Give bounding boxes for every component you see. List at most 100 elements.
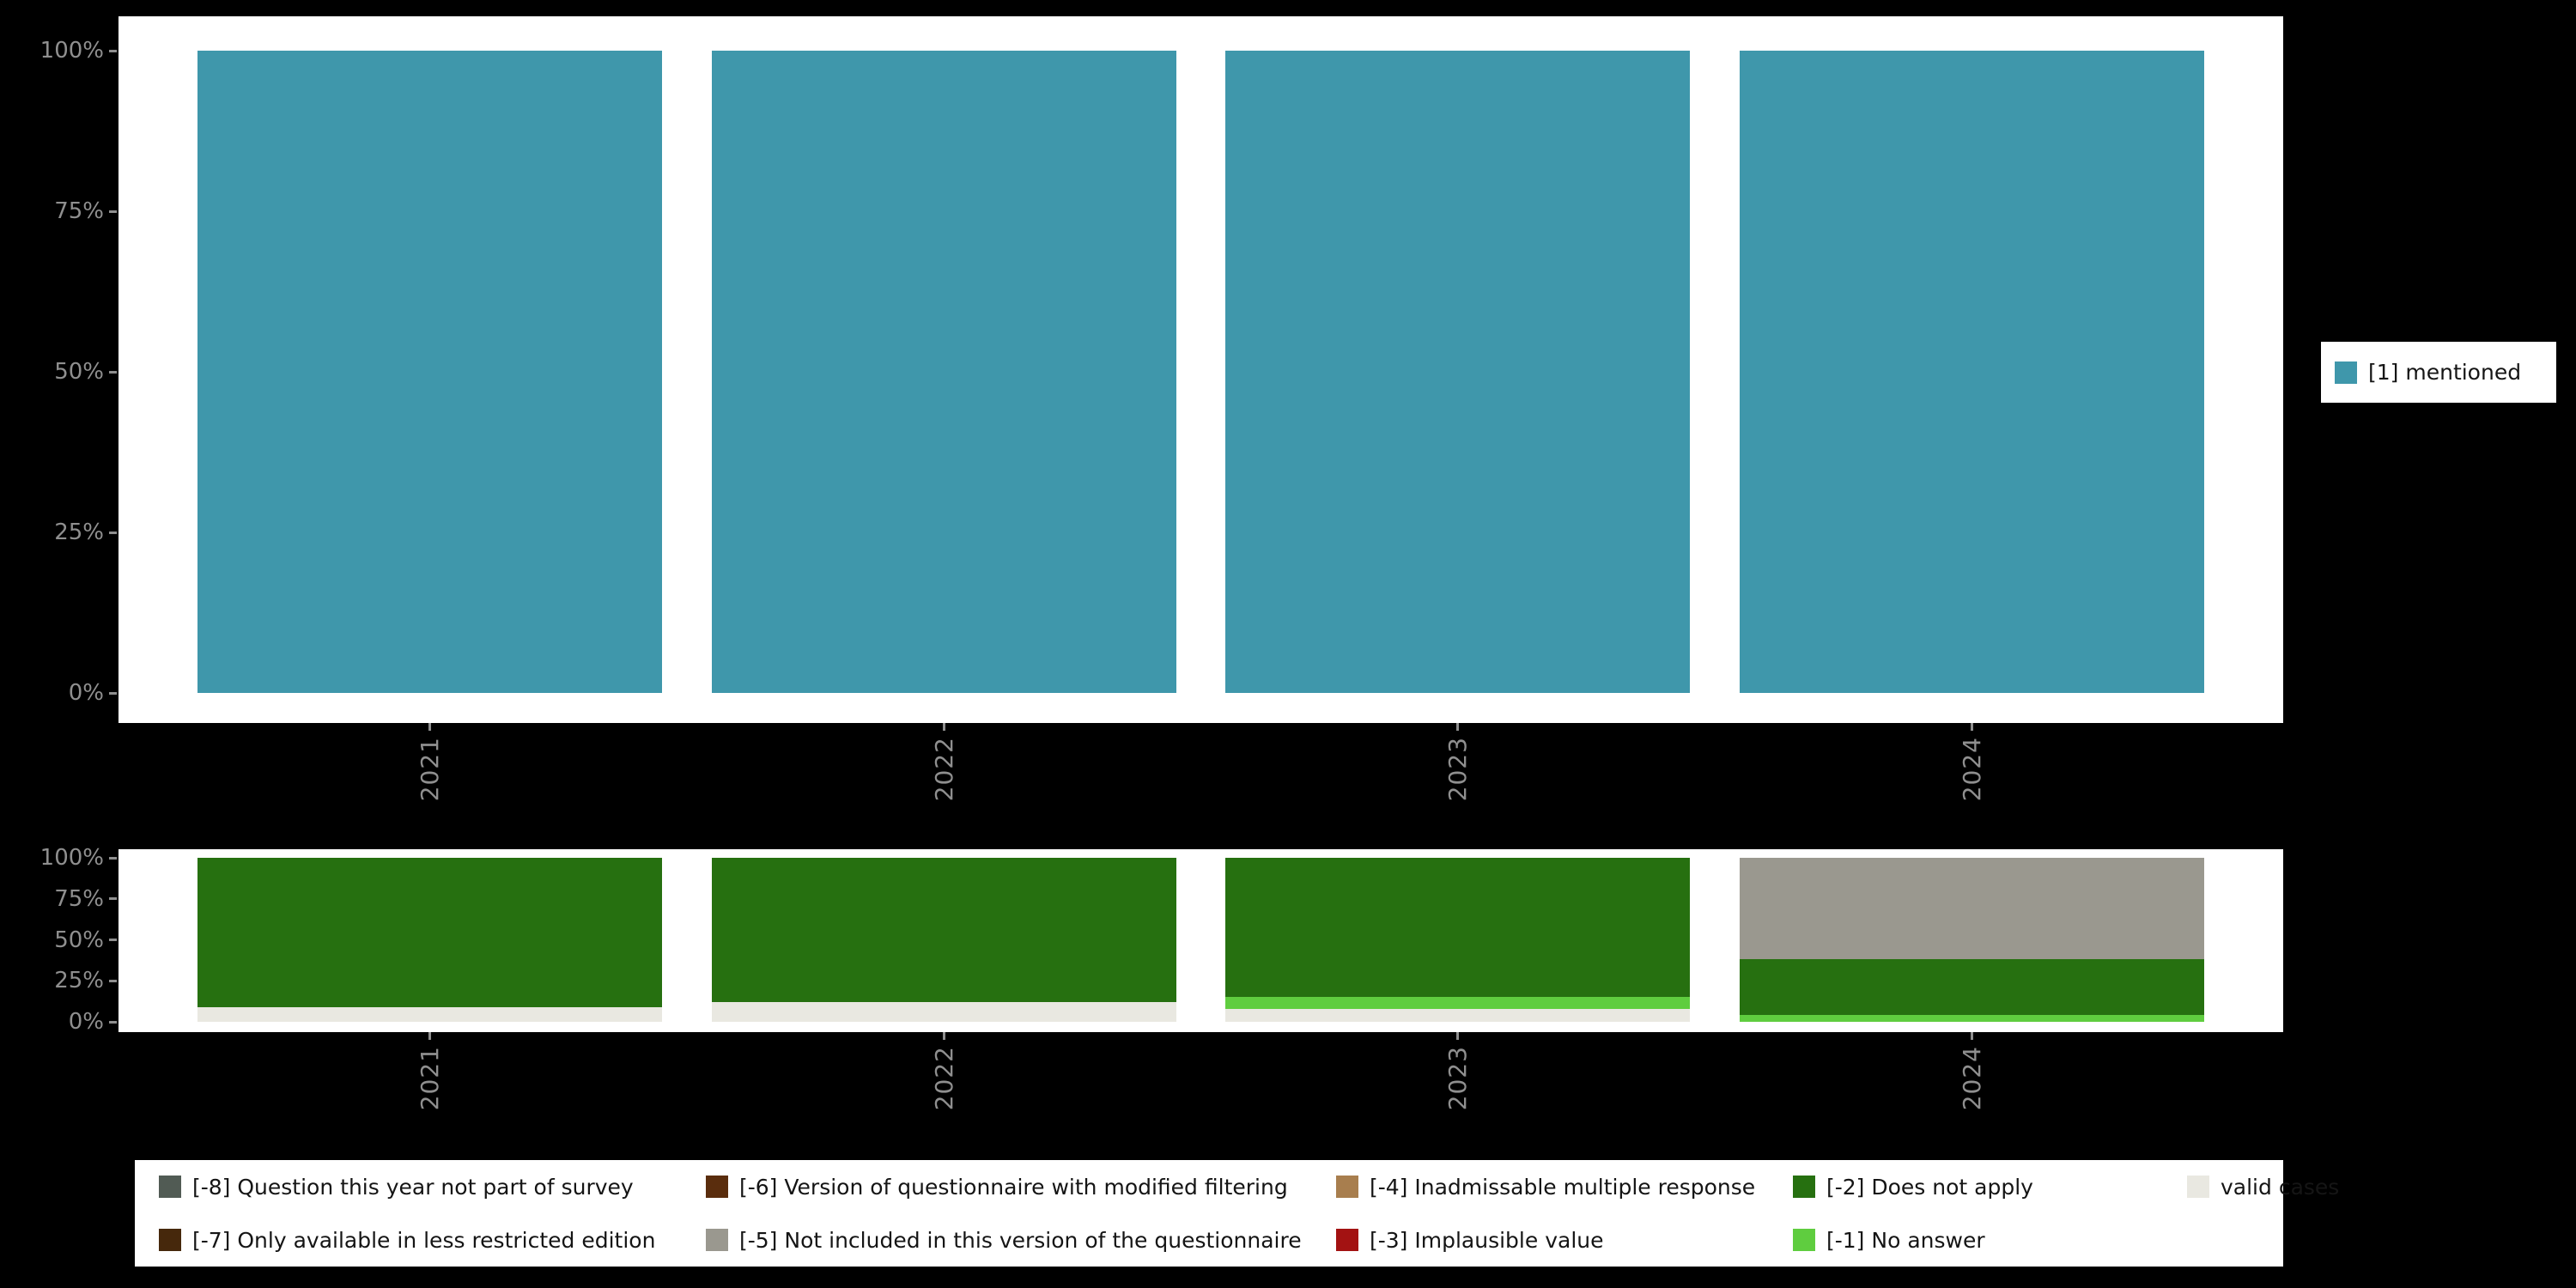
y-tick-mark xyxy=(109,210,117,213)
y-tick-mark xyxy=(109,856,117,860)
legend-item: [-4] Inadmissable multiple response xyxy=(1336,1175,1793,1200)
legend-swatch xyxy=(706,1229,728,1251)
x-tick: 2021 xyxy=(197,723,662,801)
y-axis-label: 75% xyxy=(54,885,104,912)
x-tick: 2024 xyxy=(1740,1032,2204,1110)
y-axis-label: 75% xyxy=(54,198,104,224)
x-tick-mark xyxy=(1456,1032,1460,1040)
y-tick: 75% xyxy=(9,884,117,914)
bar-segment xyxy=(1225,997,1691,1009)
x-tick-mark xyxy=(1970,1032,1973,1040)
bar-2021 xyxy=(197,51,662,693)
bar-segment xyxy=(1739,51,2204,693)
y-tick: 75% xyxy=(9,196,117,227)
missing-values-chart-panel xyxy=(118,849,2283,1032)
bar-segment xyxy=(711,858,1176,1003)
y-tick-mark xyxy=(109,49,117,52)
x-tick: 2023 xyxy=(1225,723,1690,801)
y-tick: 100% xyxy=(9,35,117,66)
legend-swatch xyxy=(1336,1229,1358,1251)
x-tick: 2022 xyxy=(712,723,1176,801)
legend-label: [-8] Question this year not part of surv… xyxy=(192,1174,634,1200)
bar-segment xyxy=(197,1006,662,1022)
y-tick: 0% xyxy=(9,1006,117,1037)
y-axis-label: 100% xyxy=(39,38,104,64)
y-tick: 50% xyxy=(9,925,117,956)
x-axis-label: 2023 xyxy=(1443,1046,1473,1111)
y-tick: 25% xyxy=(9,517,117,548)
bar-2023 xyxy=(1225,51,1691,693)
bar-2024 xyxy=(1739,858,2204,1022)
legend-label: [-5] Not included in this version of the… xyxy=(739,1227,1302,1253)
legend-item: [-3] Implausible value xyxy=(1336,1228,1793,1253)
x-axis-label: 2022 xyxy=(929,1046,958,1111)
legend-swatch xyxy=(159,1229,181,1251)
bar-segment xyxy=(1739,1015,2204,1022)
x-tick: 2023 xyxy=(1225,1032,1690,1110)
legend-swatch xyxy=(1793,1176,1815,1198)
legend-item: valid cases xyxy=(2187,1175,2339,1200)
y-tick-mark xyxy=(109,897,117,901)
x-tick-mark xyxy=(942,723,945,731)
y-tick-mark xyxy=(109,1020,117,1024)
bar-segment xyxy=(1225,51,1691,693)
bar-segment xyxy=(711,1002,1176,1022)
y-tick: 25% xyxy=(9,965,117,996)
legend-swatch xyxy=(706,1176,728,1198)
missing-values-legend: [-8] Question this year not part of surv… xyxy=(135,1160,2339,1267)
y-tick-mark xyxy=(109,979,117,982)
bar-segment xyxy=(197,51,662,693)
legend-item: [-6] Version of questionnaire with modif… xyxy=(706,1175,1336,1200)
bar-2022 xyxy=(711,858,1176,1022)
y-axis-label: 25% xyxy=(54,968,104,994)
legend-item: [-1] No answer xyxy=(1793,1228,2187,1253)
x-tick-mark xyxy=(428,723,431,731)
legend-item: [-5] Not included in this version of the… xyxy=(706,1228,1336,1253)
bar-segment xyxy=(1225,858,1691,998)
y-tick: 50% xyxy=(9,356,117,387)
x-tick: 2024 xyxy=(1740,723,2204,801)
y-axis-label: 50% xyxy=(54,927,104,953)
x-axis-label: 2024 xyxy=(1957,737,1986,802)
bar-segment xyxy=(1225,1008,1691,1022)
legend-item: [-7] Only available in less restricted e… xyxy=(159,1228,706,1253)
y-tick-mark xyxy=(109,370,117,374)
missing-values-chart-y-axis: 100% 75% 50% 25% 0% xyxy=(9,842,117,1037)
x-tick: 2022 xyxy=(712,1032,1176,1110)
missing-values-chart-x-axis: 2021 2022 2023 2024 xyxy=(197,1032,2204,1110)
x-tick: 2021 xyxy=(197,1032,662,1110)
bar-2024 xyxy=(1739,51,2204,693)
legend-swatch xyxy=(1336,1176,1358,1198)
x-axis-label: 2021 xyxy=(416,1046,444,1111)
legend-swatch xyxy=(2335,361,2357,384)
legend-swatch xyxy=(1793,1229,1815,1251)
legend-swatch xyxy=(159,1176,181,1198)
y-tick: 100% xyxy=(9,842,117,873)
legend-label: [-7] Only available in less restricted e… xyxy=(192,1227,656,1253)
legend-label: [-1] No answer xyxy=(1826,1227,1985,1253)
legend-label: [-6] Version of questionnaire with modif… xyxy=(739,1174,1288,1200)
x-axis-label: 2022 xyxy=(929,737,958,802)
y-axis-label: 0% xyxy=(68,1009,104,1035)
x-axis-label: 2021 xyxy=(416,737,444,802)
legend-item: [-2] Does not apply xyxy=(1793,1175,2187,1200)
legend-label: [-4] Inadmissable multiple response xyxy=(1370,1174,1756,1200)
y-axis-label: 25% xyxy=(54,519,104,545)
mentioned-chart-plot xyxy=(197,51,2204,693)
y-tick-mark xyxy=(109,531,117,534)
x-tick-mark xyxy=(428,1032,431,1040)
legend-item: [-8] Question this year not part of surv… xyxy=(159,1175,706,1200)
x-tick-mark xyxy=(942,1032,945,1040)
y-axis-label: 100% xyxy=(39,845,104,871)
y-axis-label: 50% xyxy=(54,359,104,385)
y-tick-mark xyxy=(109,939,117,941)
legend-label: [1] mentioned xyxy=(2368,360,2522,385)
bar-segment xyxy=(1739,858,2204,960)
legend-label: [-3] Implausible value xyxy=(1370,1227,1604,1253)
bar-segment xyxy=(197,858,662,1007)
legend-label: valid cases xyxy=(2221,1174,2340,1200)
x-tick-mark xyxy=(1456,723,1460,731)
bar-segment xyxy=(1739,959,2204,1016)
bar-2023 xyxy=(1225,858,1691,1022)
mentioned-chart-y-axis: 100% 75% 50% 25% 0% xyxy=(9,35,117,708)
